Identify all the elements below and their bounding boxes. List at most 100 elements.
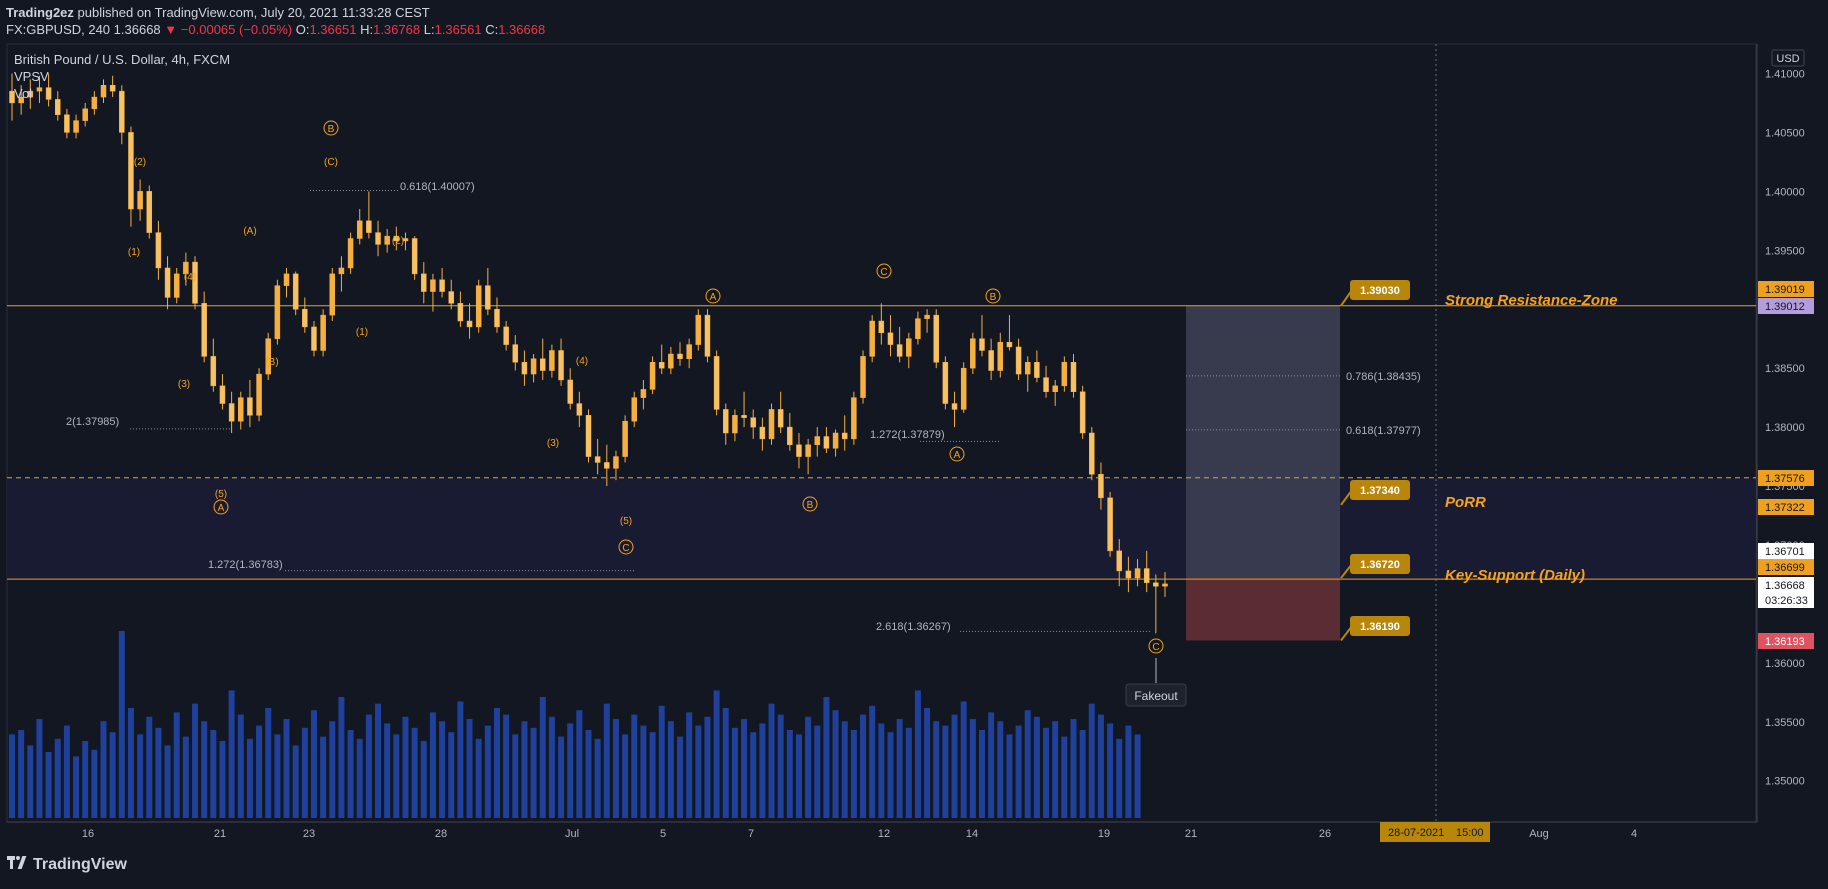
candle-body	[1061, 362, 1068, 387]
badge-text-stop: 1.36190	[1360, 621, 1400, 633]
volume-bar	[777, 714, 784, 818]
price-tag-current	[1758, 592, 1814, 608]
candle-body	[567, 379, 573, 404]
volume-bar	[704, 716, 711, 818]
open-label: O:	[295, 22, 310, 37]
tradingview-logo[interactable]: TradingView	[7, 856, 127, 874]
fib-label-3: 1.272(1.37879)	[870, 429, 945, 441]
high-label: H:	[360, 22, 374, 37]
volume-bar	[576, 710, 583, 818]
high-value: 1.36768	[373, 22, 421, 37]
candle-body	[613, 456, 619, 469]
candle-body	[421, 273, 427, 292]
candle-body	[768, 409, 775, 440]
candle-body	[100, 85, 107, 98]
candle-body	[750, 417, 756, 428]
volume-bar	[365, 714, 372, 818]
candle-body	[759, 426, 766, 440]
wave-label-6: (A)	[243, 226, 256, 237]
volume-bar	[63, 725, 70, 818]
symbol-label: FX:GBPUSD, 240	[6, 22, 111, 37]
wave-label-11: (1)	[356, 327, 368, 338]
candle-body	[164, 267, 171, 298]
badge-target1	[1350, 480, 1410, 500]
candle-body	[430, 279, 436, 292]
wave-label-19: A	[954, 450, 961, 461]
wave-circle	[985, 288, 1001, 304]
volume-bar	[1024, 710, 1031, 818]
fakeout-box	[1125, 683, 1187, 707]
legend-indicator-vpsv[interactable]: VPSV	[14, 69, 49, 84]
y-tick-label: 1.36000	[1765, 658, 1805, 670]
legend-title[interactable]: British Pound / U.S. Dollar, 4h, FXCM	[14, 52, 231, 67]
candle-body	[530, 358, 537, 375]
candle-body	[951, 403, 958, 410]
candle-body	[1162, 583, 1168, 587]
y-tick-label: 1.38500	[1765, 363, 1805, 375]
fib-label-0: 0.618(1.40007)	[400, 181, 475, 193]
volume-bar	[338, 697, 345, 818]
fib-label-1: 2(1.37985)	[66, 416, 119, 428]
candle-body	[860, 356, 866, 398]
crosshair-time: 15:00	[1456, 827, 1484, 839]
candle-body	[933, 314, 939, 363]
volume-bar	[969, 719, 976, 818]
wave-label-2: (4)	[184, 272, 196, 283]
volume-bar	[420, 741, 427, 818]
wave-label-5: A	[218, 503, 225, 514]
wave-circle	[876, 263, 892, 279]
author-name[interactable]: Trading2ez	[6, 5, 74, 20]
volume-bar	[805, 716, 812, 818]
volume-bar	[887, 732, 894, 818]
candle-body	[585, 415, 592, 457]
last-price: 1.36668	[113, 22, 161, 37]
legend-indicator-vol[interactable]: Vol	[14, 86, 33, 101]
wave-label-12: (4)	[576, 356, 588, 367]
candle-body	[173, 273, 180, 298]
volume-bar	[219, 741, 226, 818]
volume-bar	[173, 712, 180, 818]
candle-body	[219, 385, 226, 404]
volume-bar	[649, 732, 656, 818]
candle-body	[356, 220, 363, 239]
candle-body	[622, 420, 628, 457]
wave-circle	[323, 120, 339, 136]
volume-bar	[301, 727, 308, 818]
x-tick-label: Aug	[1529, 828, 1549, 840]
volume-bar	[832, 710, 839, 818]
volume-bar	[356, 738, 363, 818]
badge-text-target1: 1.37340	[1360, 485, 1400, 497]
y-tick-label: 1.40500	[1765, 127, 1805, 139]
candle-body	[448, 291, 454, 304]
candle-body	[64, 114, 70, 133]
volume-bar	[814, 725, 821, 818]
volume-bar	[329, 721, 336, 818]
price-tag-label: 1.39019	[1765, 284, 1805, 296]
volume-bar	[137, 734, 144, 818]
volume-bar	[118, 631, 125, 818]
price-tag-white	[1758, 543, 1814, 559]
close-label: C:	[485, 22, 499, 37]
price-tag-label: 1.36193	[1765, 636, 1805, 648]
volume-bar	[1125, 725, 1132, 818]
volume-bar	[475, 738, 482, 818]
volume-bar	[677, 736, 684, 818]
volume-bar	[73, 756, 80, 818]
candle-body	[851, 397, 857, 440]
x-tick-label: 19	[1098, 828, 1110, 840]
volume-bar	[567, 723, 574, 818]
volume-bar	[91, 749, 98, 818]
volume-bar	[640, 725, 647, 818]
volume-bar	[1052, 721, 1059, 818]
candle-body	[411, 238, 418, 275]
candle-body	[1125, 570, 1132, 579]
publish-line: Trading2ez published on TradingView.com,…	[6, 5, 430, 20]
candle-body	[338, 267, 345, 275]
x-tick-label: 7	[748, 828, 754, 840]
volume-bar	[457, 701, 464, 818]
candle-body	[1098, 474, 1104, 499]
candle-body	[283, 273, 290, 286]
low-label: L:	[423, 22, 435, 37]
